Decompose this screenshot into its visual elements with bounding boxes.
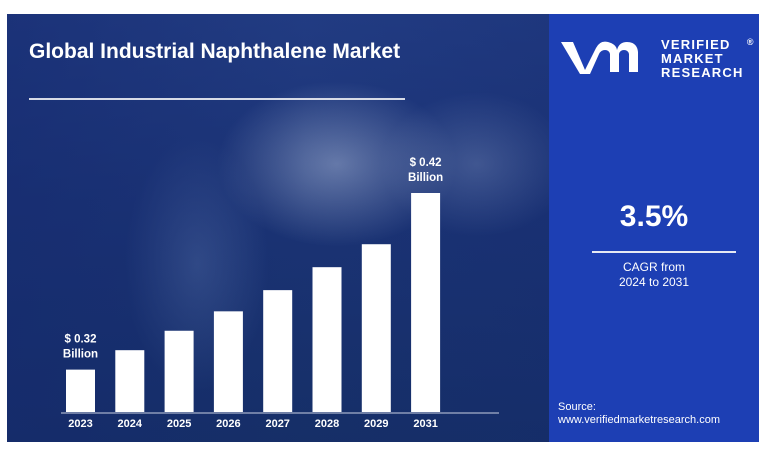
- source-note: Source: www.verifiedmarketresearch.com: [558, 401, 720, 427]
- data-label-2031-line-2: Billion: [408, 172, 443, 184]
- cagr-divider: [592, 251, 736, 253]
- bar-2025: [164, 330, 194, 412]
- data-label-2031-line-1: $ 0.42: [410, 157, 442, 169]
- x-tick-label-2028: 2028: [315, 418, 339, 430]
- bar-chart: 2023 $ 0.32 Billion 2024 2025 2026 2027 2028 202…: [61, 157, 499, 430]
- bar-2024: [115, 350, 145, 412]
- bar-2026: [213, 311, 243, 412]
- brand-line-1: VERIFIED: [661, 37, 731, 52]
- source-url: www.verifiedmarketresearch.com: [558, 414, 720, 426]
- logo-mark-icon: [561, 41, 638, 74]
- x-tick-label-2025: 2025: [167, 418, 191, 430]
- cagr-label: CAGR from 2024 to 2031: [549, 260, 759, 290]
- chart-title: Global Industrial Naphthalene Market: [29, 40, 401, 63]
- x-tick-label-2031: 2031: [413, 418, 437, 430]
- data-label-2023-line-1: $ 0.32: [65, 334, 97, 346]
- bar-2028: [312, 267, 342, 412]
- registered-mark: ®: [746, 37, 754, 47]
- data-label-2023-line-2: Billion: [63, 349, 98, 361]
- chart-panel: Global Industrial Naphthalene Market 202…: [7, 14, 549, 442]
- cagr-label-line-1: CAGR from: [622, 260, 685, 274]
- brand-name: VERIFIED MARKET RESEARCH ®: [661, 37, 754, 80]
- cagr-label-line-2: 2024 to 2031: [618, 275, 690, 289]
- x-tick-label-2026: 2026: [216, 418, 240, 430]
- brand-line-2: MARKET: [661, 51, 724, 66]
- cagr-value: 3.5%: [619, 200, 689, 233]
- x-tick-label-2029: 2029: [364, 418, 388, 430]
- bar-2031: [411, 193, 441, 412]
- x-tick-label-2027: 2027: [265, 418, 289, 430]
- bar-2027: [263, 290, 293, 412]
- source-label: Source:: [558, 401, 596, 413]
- info-panel: VERIFIED MARKET RESEARCH ® 3.5% CAGR fro…: [549, 14, 759, 442]
- title-divider: [29, 98, 405, 100]
- bar-2029: [361, 244, 391, 412]
- brand-line-3: RESEARCH: [661, 65, 744, 80]
- vmr-logo: [561, 41, 638, 74]
- x-tick-label-2024: 2024: [118, 418, 143, 430]
- bar-2023: [66, 369, 95, 412]
- x-tick-label-2023: 2023: [68, 418, 92, 430]
